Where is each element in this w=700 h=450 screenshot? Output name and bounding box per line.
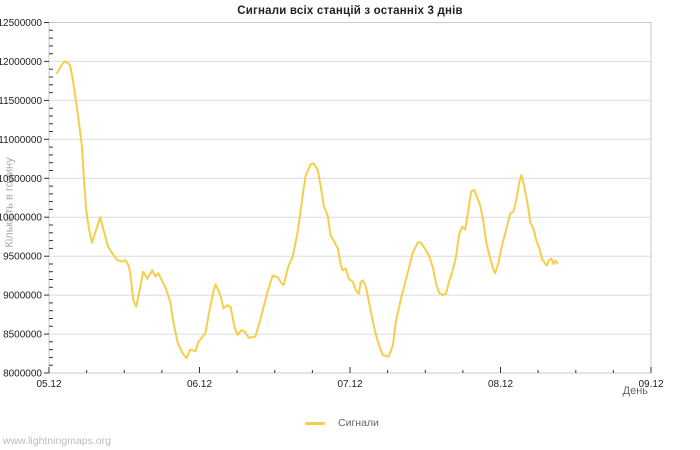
y-tick-label: 8000000 bbox=[3, 369, 42, 380]
watermark: www.lightningmaps.org bbox=[3, 435, 111, 447]
chart-title: Сигнали всіх станцій з останніх 3 днів bbox=[237, 5, 463, 17]
y-tick-label: 11000000 bbox=[0, 135, 42, 146]
x-tick-label: 09.12 bbox=[638, 379, 663, 390]
legend-line-swatch bbox=[305, 421, 325, 425]
plot-border bbox=[48, 22, 652, 374]
legend: Сигнали bbox=[305, 417, 379, 429]
x-tick-label: 08.12 bbox=[488, 379, 513, 390]
y-tick-label: 9000000 bbox=[3, 291, 42, 302]
y-tick-label: 8500000 bbox=[3, 330, 42, 341]
y-tick-label: 11500000 bbox=[0, 96, 42, 107]
x-tick-label: 05.12 bbox=[36, 379, 61, 390]
y-tick-label: 9500000 bbox=[3, 252, 42, 263]
y-tick-label: 12500000 bbox=[0, 18, 42, 29]
y-tick-label: 10000000 bbox=[0, 213, 42, 224]
x-tick-label: 07.12 bbox=[337, 379, 362, 390]
signal-line bbox=[56, 60, 559, 360]
legend-label: Сигнали bbox=[338, 417, 379, 429]
y-tick-label: 10500000 bbox=[0, 174, 42, 185]
x-tick-label: 06.12 bbox=[187, 379, 212, 390]
x-axis-title: День bbox=[622, 385, 648, 397]
y-tick-label: 12000000 bbox=[0, 57, 42, 68]
